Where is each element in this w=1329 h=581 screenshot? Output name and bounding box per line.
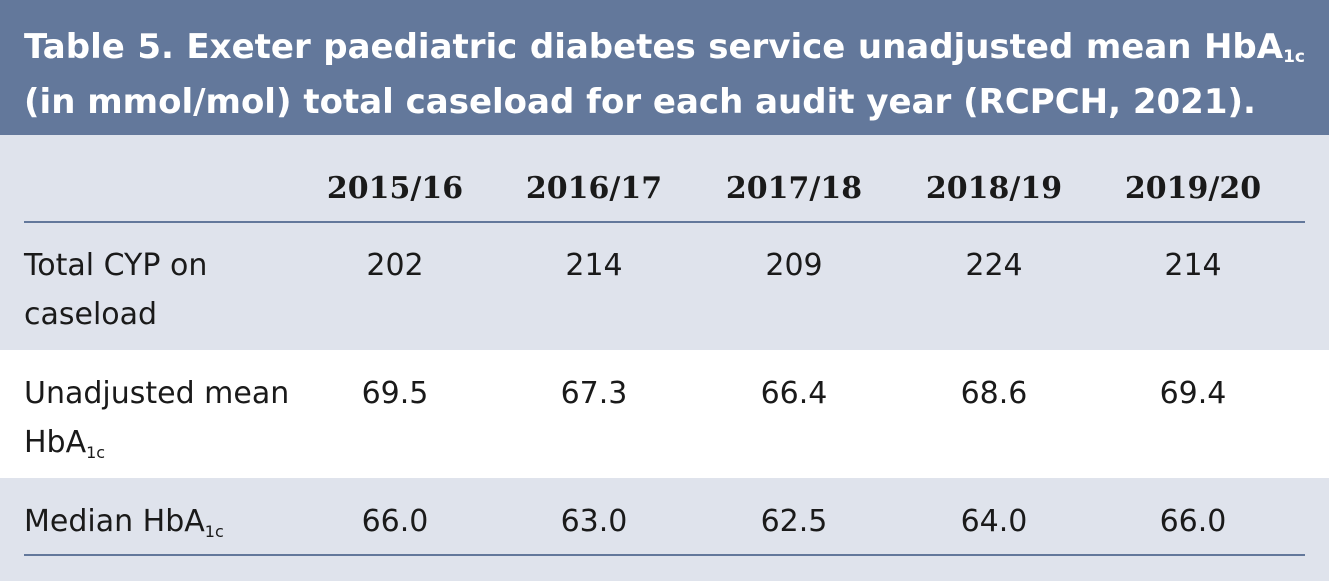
table-cell: 67.3 <box>560 376 628 411</box>
caption-subscript: 1c <box>1283 47 1305 67</box>
row-label-total-cyp: Total CYP on caseload <box>24 241 314 339</box>
table-cell: 202 <box>366 248 424 283</box>
table-caption: Table 5. Exeter paediatric diabetes serv… <box>24 20 1305 130</box>
table-cell: 69.5 <box>361 376 429 411</box>
bottom-rule <box>24 554 1305 556</box>
table-row-median: Median HbA1c 66.0 63.0 62.5 64.0 66.0 <box>0 478 1329 554</box>
caption-text: Table 5. Exeter paediatric diabetes serv… <box>24 27 1284 67</box>
caption-text-end: (in mmol/mol) total caseload for each au… <box>24 82 1256 122</box>
table-cell: 63.0 <box>560 504 628 539</box>
column-header-2017-18: 2017/18 <box>725 171 863 206</box>
header-rule <box>24 221 1305 223</box>
table-cell: 66.0 <box>361 504 429 539</box>
table-header-row: 2015/16 2016/17 2017/18 2018/19 2019/20 <box>0 135 1329 222</box>
table-cell: 64.0 <box>960 504 1028 539</box>
row-label-subscript: 1c <box>86 443 106 462</box>
row-label-text: Median HbA <box>24 504 205 539</box>
row-label-unadjusted-mean: Unadjusted mean HbA1c <box>24 369 304 467</box>
row-label-text: Total CYP on caseload <box>24 248 208 332</box>
row-label-subscript: 1c <box>204 522 224 541</box>
column-header-2018-19: 2018/19 <box>925 171 1063 206</box>
table-cell: 62.5 <box>760 504 828 539</box>
table-row-unadjusted-mean: Unadjusted mean HbA1c 69.5 67.3 66.4 68.… <box>0 350 1329 478</box>
table-cell: 224 <box>965 248 1023 283</box>
row-label-median: Median HbA1c <box>24 497 314 546</box>
table-cell: 214 <box>565 248 623 283</box>
table-cell: 69.4 <box>1159 376 1227 411</box>
table-cell: 214 <box>1164 248 1222 283</box>
column-header-2015-16: 2015/16 <box>326 171 464 206</box>
table-row-total-cyp: Total CYP on caseload 202 214 209 224 21… <box>0 223 1329 350</box>
table-cell: 209 <box>765 248 823 283</box>
table-caption-banner: Table 5. Exeter paediatric diabetes serv… <box>0 0 1329 135</box>
table-cell: 68.6 <box>960 376 1028 411</box>
table-cell: 66.0 <box>1159 504 1227 539</box>
column-header-2016-17: 2016/17 <box>525 171 663 206</box>
column-header-2019-20: 2019/20 <box>1124 171 1262 206</box>
table-cell: 66.4 <box>760 376 828 411</box>
data-table: 2015/16 2016/17 2017/18 2018/19 2019/20 … <box>0 135 1329 581</box>
row-label-text: Unadjusted mean HbA <box>24 376 290 460</box>
